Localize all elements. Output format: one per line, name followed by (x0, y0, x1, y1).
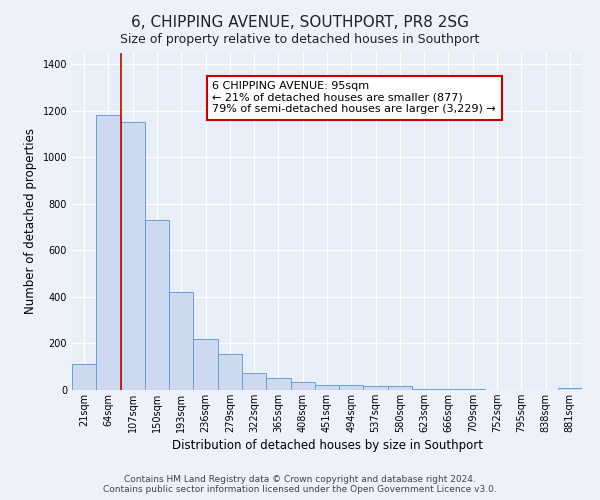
Text: 6, CHIPPING AVENUE, SOUTHPORT, PR8 2SG: 6, CHIPPING AVENUE, SOUTHPORT, PR8 2SG (131, 15, 469, 30)
Bar (388, 386, 412, 390)
Bar (558, 388, 582, 390)
Bar (145, 220, 169, 390)
Bar (364, 386, 388, 390)
Y-axis label: Number of detached properties: Number of detached properties (24, 128, 37, 314)
Bar (266, 378, 290, 390)
Bar (193, 339, 218, 390)
Bar (169, 292, 193, 390)
Text: Contains HM Land Registry data © Crown copyright and database right 2024.
Contai: Contains HM Land Registry data © Crown c… (103, 474, 497, 494)
Text: Size of property relative to detached houses in Southport: Size of property relative to detached ho… (121, 32, 479, 46)
Bar (339, 386, 364, 390)
Bar (121, 122, 145, 390)
X-axis label: Distribution of detached houses by size in Southport: Distribution of detached houses by size … (172, 439, 482, 452)
Text: 6 CHIPPING AVENUE: 95sqm
← 21% of detached houses are smaller (877)
79% of semi-: 6 CHIPPING AVENUE: 95sqm ← 21% of detach… (212, 81, 496, 114)
Bar (436, 389, 461, 390)
Bar (461, 389, 485, 390)
Bar (242, 372, 266, 390)
Bar (218, 354, 242, 390)
Bar (412, 389, 436, 390)
Bar (290, 382, 315, 390)
Bar (72, 364, 96, 390)
Bar (315, 385, 339, 390)
Bar (96, 116, 121, 390)
